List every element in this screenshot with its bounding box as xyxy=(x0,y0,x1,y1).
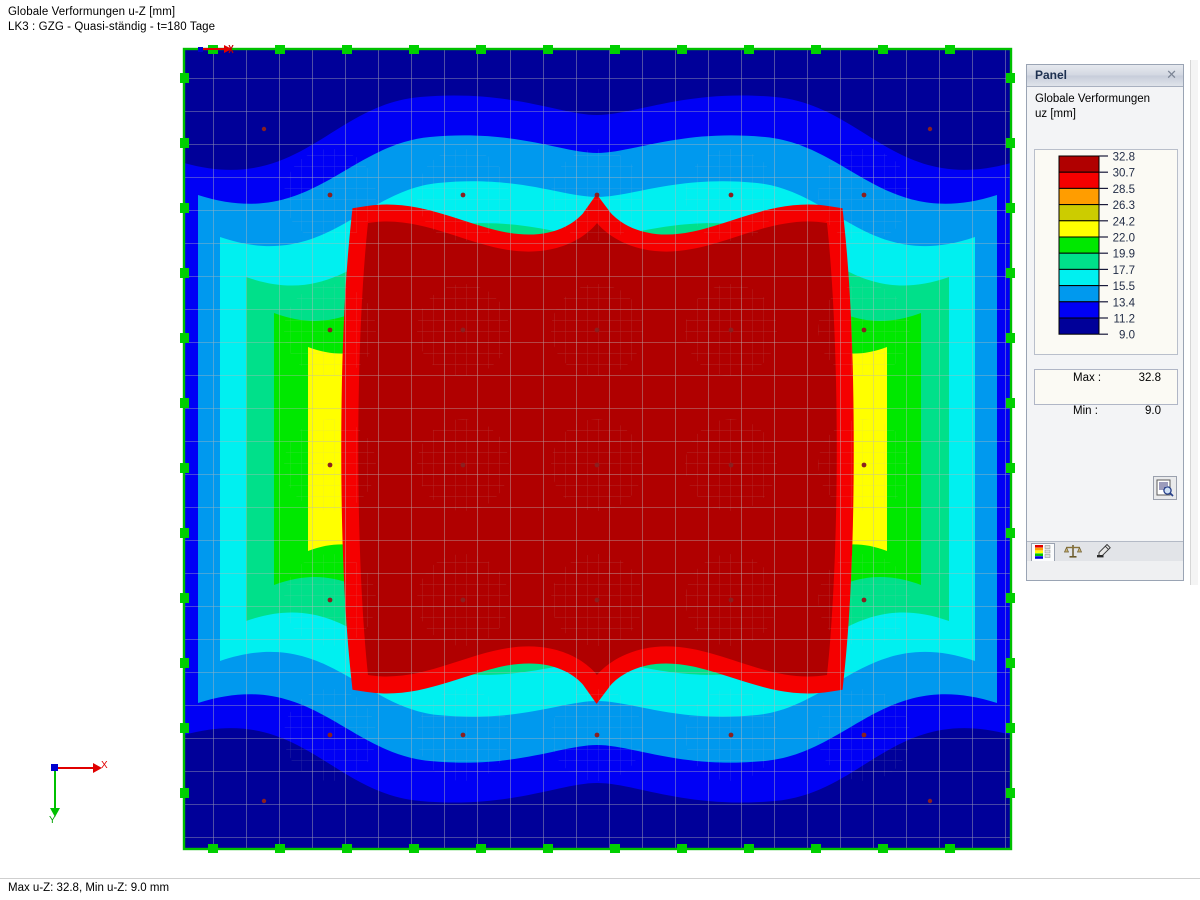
x-axis-line xyxy=(53,767,95,769)
legend-tick-label: 30.7 xyxy=(1113,168,1135,180)
y-axis-line xyxy=(54,768,56,810)
legend-tick-label: 9.0 xyxy=(1119,330,1135,342)
factors-tool-tab-icon[interactable] xyxy=(1091,543,1115,561)
max-value: 32.8 xyxy=(1138,372,1161,384)
scales-balance-tab-icon[interactable] xyxy=(1061,543,1085,561)
legend-band[interactable] xyxy=(1058,187,1100,206)
result-title: Globale Verformungen u-Z [mm] xyxy=(8,6,176,18)
fe-nodes xyxy=(261,126,933,804)
legend-title-line1: Globale Verformungen xyxy=(1035,93,1151,105)
panel-tabs xyxy=(1027,541,1183,561)
legend-band[interactable] xyxy=(1058,252,1100,270)
panel-body: Globale Verformungen uz [mm] 32.8 30.7 28.… xyxy=(1027,87,1183,561)
legend-band[interactable] xyxy=(1058,204,1100,222)
contour-plot[interactable] xyxy=(180,45,1015,853)
legend-tick-label: 13.4 xyxy=(1113,297,1136,309)
y-axis-label: Y xyxy=(49,815,56,826)
close-icon[interactable]: ✕ xyxy=(1166,67,1177,82)
panel-title: Panel xyxy=(1035,68,1068,82)
legend-band[interactable] xyxy=(1058,155,1100,173)
legend-band[interactable] xyxy=(1058,236,1100,254)
panel-right-rail xyxy=(1190,60,1198,585)
legend-tick-label: 11.2 xyxy=(1113,314,1135,326)
plot-origin-marker xyxy=(198,45,234,54)
status-text: Max u-Z: 32.8, Min u-Z: 9.0 mm xyxy=(8,882,170,894)
result-loadcase: LK3 : GZG - Quasi-ständig - t=180 Tage xyxy=(8,21,216,33)
legend-band[interactable] xyxy=(1058,317,1100,335)
status-bar: Max u-Z: 32.8, Min u-Z: 9.0 mm xyxy=(0,878,1200,900)
x-axis-label: X xyxy=(101,760,108,771)
min-label: Min : xyxy=(1073,405,1098,417)
legend-band[interactable] xyxy=(1058,171,1100,189)
minmax-box: Max : 32.8 Min : 9.0 xyxy=(1034,369,1178,417)
legend-tick-label: 26.3 xyxy=(1113,200,1135,212)
legend-tick-label: 22.0 xyxy=(1113,233,1135,245)
color-legend[interactable]: 32.8 30.7 28.5 26.3 24.2 22.0 19.9 17.7 15.5 13.4… xyxy=(1034,149,1178,355)
legend-tick-label: 24.2 xyxy=(1113,216,1135,228)
legend-band[interactable] xyxy=(1058,220,1100,238)
slab-outline xyxy=(182,47,1013,851)
legend-tick-label: 19.9 xyxy=(1113,249,1135,261)
support-markers xyxy=(180,45,1015,853)
results-panel: Panel ✕ Globale Verformungen uz [mm] 32.… xyxy=(1026,64,1184,581)
legend-tick-label: 32.8 xyxy=(1113,152,1135,164)
min-row: Min : 9.0 xyxy=(1035,405,1177,422)
min-value: 9.0 xyxy=(1145,405,1161,417)
legend-tick-label: 28.5 xyxy=(1113,184,1135,196)
legend-band[interactable] xyxy=(1058,268,1100,287)
legend-band[interactable] xyxy=(1058,285,1100,303)
max-label: Max : xyxy=(1073,372,1102,384)
legend-band[interactable] xyxy=(1058,301,1100,319)
y-axis-arrow-icon xyxy=(50,808,60,817)
panel-titlebar[interactable]: Panel ✕ xyxy=(1027,65,1183,87)
x-axis-arrow-icon xyxy=(93,763,102,773)
result-header: Globale Verformungen u-Z [mm] LK3 : GZG … xyxy=(8,5,215,35)
legend-title-line2: uz [mm] xyxy=(1035,108,1076,120)
color-scale-tab-icon[interactable] xyxy=(1031,543,1055,561)
axis-origin-icon xyxy=(51,764,58,771)
max-row: Max : 32.8 xyxy=(1035,372,1177,389)
coordinate-axis-triad: X Y xyxy=(45,758,125,833)
document-magnifier-icon[interactable] xyxy=(1153,476,1177,500)
color-legend-svg[interactable]: 32.8 30.7 28.5 26.3 24.2 22.0 19.9 17.7 15.5 13.4… xyxy=(1035,150,1177,354)
legend-tick-label: 17.7 xyxy=(1113,265,1135,277)
legend-tick-label: 15.5 xyxy=(1113,281,1135,293)
contour-plot-svg[interactable] xyxy=(180,45,1015,853)
